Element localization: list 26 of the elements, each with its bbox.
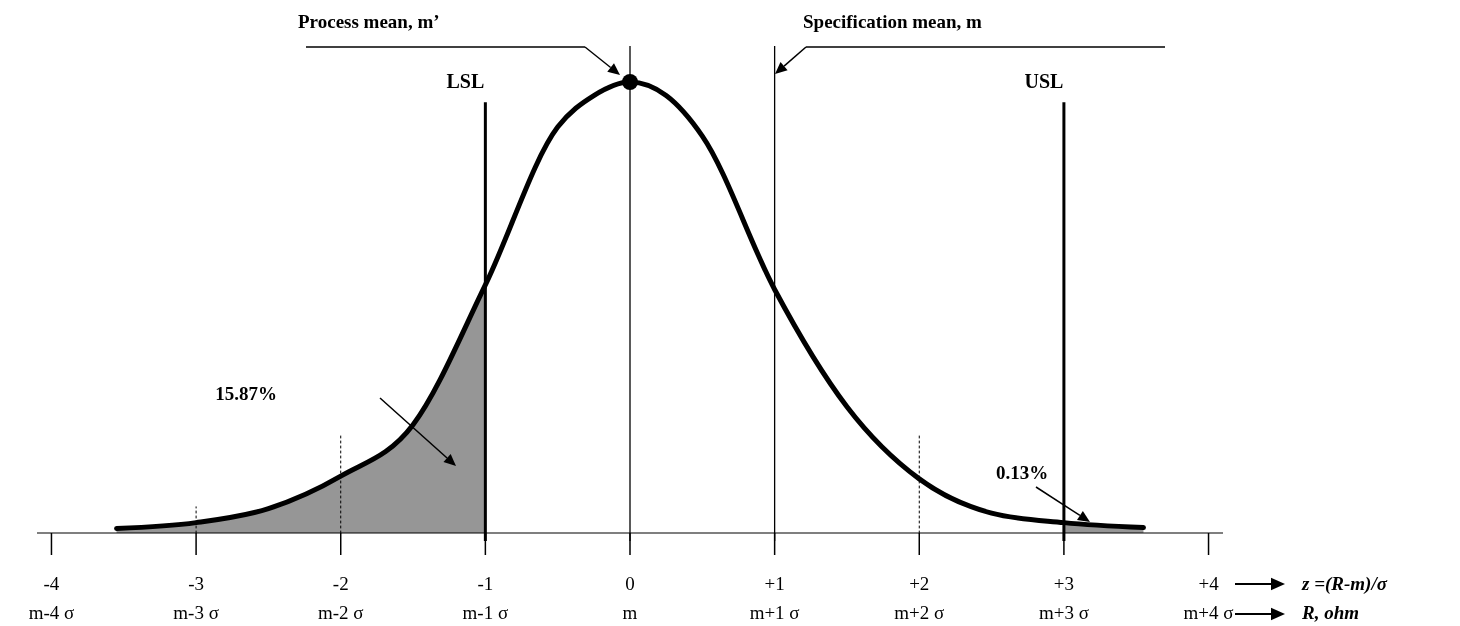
text: m+4 σ xyxy=(1183,602,1234,623)
x-tick-label: +1 xyxy=(764,573,785,594)
x-tick-label: +4 xyxy=(1198,573,1220,594)
text: m-3 σ xyxy=(173,602,219,623)
x-tick-label: -2 xyxy=(332,573,349,594)
x2-axis-title: R, ohm xyxy=(1301,602,1360,623)
text: m xyxy=(622,602,638,623)
ref-line-label: USL xyxy=(1024,70,1064,93)
annotation: 15.87% xyxy=(215,383,277,404)
x-axis-title: z =(R-m)/σ xyxy=(1301,573,1388,595)
text: m-1 σ xyxy=(462,602,509,623)
text: m+1 σ xyxy=(749,602,800,623)
text: m-4 σ xyxy=(28,602,75,623)
text: Process mean, m’ xyxy=(298,11,440,32)
ref-line-label: LSL xyxy=(446,70,485,93)
x-tick-label: 0 xyxy=(625,573,635,594)
annotation: 0.13% xyxy=(995,462,1049,483)
text: m+3 σ xyxy=(1038,602,1089,623)
x-tick-label: -3 xyxy=(188,573,205,594)
x-tick-label: -1 xyxy=(477,573,494,594)
x-tick-label: +2 xyxy=(909,573,930,594)
x-tick-label: +3 xyxy=(1053,573,1075,594)
x-tick-label: -4 xyxy=(43,573,60,594)
text: m+2 σ xyxy=(894,602,945,623)
text: m-2 σ xyxy=(317,602,364,623)
text: Specification mean, m xyxy=(803,11,983,32)
